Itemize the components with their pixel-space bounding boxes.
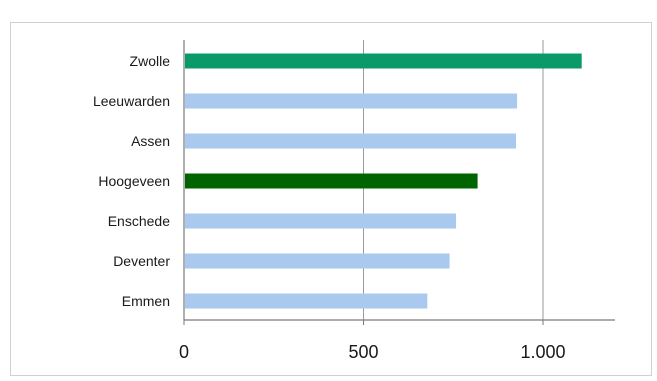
x-tick-label-2: 1.000 bbox=[520, 342, 565, 362]
bar-leeuwarden bbox=[185, 93, 518, 109]
bar-assen bbox=[185, 133, 516, 149]
bar-zwolle bbox=[185, 53, 582, 69]
bar-hoogeveen bbox=[185, 173, 478, 189]
category-label-assen: Assen bbox=[131, 133, 170, 149]
x-tick-label-0: 0 bbox=[179, 342, 189, 362]
category-label-leeuwarden: Leeuwarden bbox=[93, 93, 170, 109]
bar-deventer bbox=[185, 253, 450, 269]
category-label-emmen: Emmen bbox=[122, 293, 170, 309]
bar-emmen bbox=[185, 293, 428, 309]
category-label-deventer: Deventer bbox=[113, 253, 170, 269]
chart-frame bbox=[10, 22, 652, 376]
category-label-hoogeveen: Hoogeveen bbox=[98, 173, 170, 189]
x-tick-label-1: 500 bbox=[348, 342, 378, 362]
category-label-zwolle: Zwolle bbox=[130, 53, 171, 69]
bar-enschede bbox=[185, 213, 457, 229]
category-label-enschede: Enschede bbox=[108, 213, 170, 229]
